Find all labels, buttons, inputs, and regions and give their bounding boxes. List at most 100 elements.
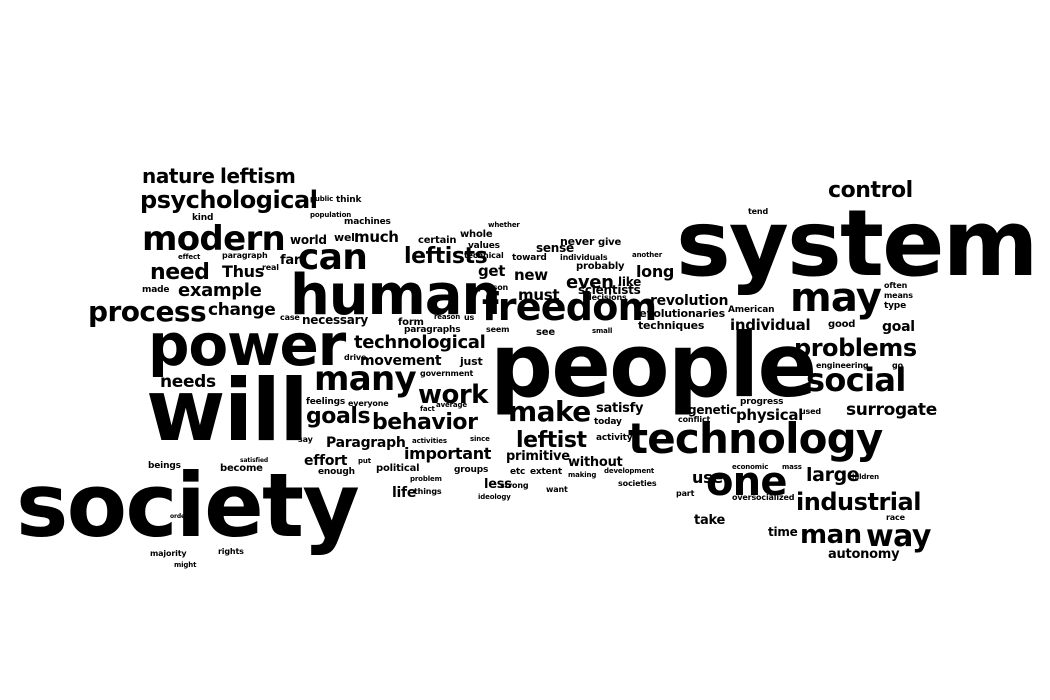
word-economic: economic: [732, 463, 769, 471]
word-way: way: [866, 519, 931, 554]
word-person: person: [478, 283, 509, 292]
word-kind: kind: [192, 213, 214, 223]
word-goals: goals: [306, 404, 371, 429]
word-Thus: Thus: [222, 262, 264, 281]
word-may: may: [790, 275, 882, 321]
word-average: average: [436, 401, 467, 409]
word-made: made: [142, 285, 170, 295]
word-satisfy: satisfy: [596, 401, 644, 416]
word-make: make: [508, 395, 591, 428]
word-control: control: [828, 178, 913, 203]
word-fact: fact: [420, 405, 435, 413]
word-means: means: [884, 291, 913, 300]
word-beings: beings: [148, 461, 181, 471]
word-never: never: [560, 235, 595, 248]
word-decisions: decisions: [586, 293, 627, 302]
word-individuals: individuals: [560, 253, 608, 262]
word-example: example: [178, 280, 262, 301]
word-activity: activity: [596, 433, 633, 443]
word-public: public: [310, 195, 334, 203]
word-Paragraph: Paragraph: [326, 435, 406, 451]
word-autonomy: autonomy: [828, 547, 900, 562]
word-system: system: [676, 190, 1039, 297]
word-whether: whether: [488, 221, 520, 229]
word-technical: technical: [464, 251, 504, 260]
word-get: get: [478, 262, 506, 280]
word-modern: modern: [142, 219, 286, 259]
word-strong: strong: [500, 481, 529, 490]
word-rights: rights: [218, 547, 244, 556]
word-leftist: leftist: [516, 428, 587, 453]
word-must: must: [518, 286, 560, 304]
word-problems: problems: [794, 334, 917, 362]
word-enough: enough: [318, 467, 355, 477]
word-physical: physical: [736, 406, 804, 424]
word-behavior: behavior: [372, 410, 478, 435]
word-reason: reason: [434, 313, 461, 321]
word-needs: needs: [160, 372, 216, 392]
word-genetic: genetic: [688, 403, 737, 417]
word-etc: etc: [510, 467, 526, 477]
word-technology: technology: [628, 414, 883, 463]
word-much: much: [354, 228, 399, 246]
word-probably: probably: [576, 261, 625, 272]
word-revolution: revolution: [650, 293, 729, 309]
word-type: type: [884, 301, 906, 311]
word-machines: machines: [344, 217, 391, 227]
word-process: process: [88, 295, 207, 328]
word-become: become: [220, 463, 263, 474]
word-human: human: [290, 263, 501, 328]
word-us: us: [464, 313, 475, 322]
word-good: good: [828, 319, 856, 330]
word-scientists: scientists: [578, 283, 641, 297]
word-social: social: [806, 361, 906, 399]
word-real: real: [262, 263, 279, 272]
word-development: development: [604, 467, 655, 475]
word-individual: individual: [730, 316, 811, 334]
word-primitive: primitive: [506, 449, 570, 464]
word-well: well: [334, 231, 359, 244]
word-oversocialized: oversocialized: [732, 493, 795, 502]
word-even: even: [566, 272, 614, 293]
word-without: without: [568, 455, 623, 470]
word-satisfied: satisfied: [240, 457, 269, 464]
word-power: power: [148, 311, 346, 379]
word-nature: nature: [142, 164, 215, 188]
word-political: political: [376, 463, 420, 474]
word-mass: mass: [782, 463, 802, 471]
word-industrial: industrial: [796, 488, 922, 516]
word-less: less: [484, 477, 512, 492]
word-goal: goal: [882, 319, 915, 335]
word-man: man: [800, 520, 862, 550]
word-see: see: [536, 327, 555, 338]
word-new: new: [514, 266, 548, 284]
word-majority: majority: [150, 549, 187, 558]
word-take: take: [694, 513, 726, 528]
word-paragraphs: paragraphs: [404, 325, 461, 335]
word-certain: certain: [418, 235, 457, 246]
word-think: think: [336, 195, 362, 205]
word-freedom: freedom: [482, 285, 657, 329]
word-necessary: necessary: [302, 313, 368, 327]
word-order: order: [170, 513, 188, 520]
word-technological: technological: [354, 332, 486, 353]
word-activities: activities: [412, 437, 447, 445]
word-techniques: techniques: [638, 319, 705, 332]
word-many: many: [314, 359, 417, 399]
word-another: another: [632, 251, 663, 259]
word-will: will: [146, 361, 309, 461]
word-things: things: [414, 487, 442, 496]
word-people: people: [490, 314, 817, 417]
word-government: government: [420, 369, 474, 378]
word-toward: toward: [512, 253, 547, 263]
word-go: go: [892, 361, 903, 370]
word-effect: effect: [178, 253, 201, 261]
word-effort: effort: [304, 453, 348, 469]
word-important: important: [404, 444, 492, 463]
word-everyone: everyone: [348, 399, 389, 408]
word-small: small: [592, 327, 613, 335]
word-often: often: [884, 281, 908, 290]
word-making: making: [568, 471, 597, 479]
word-groups: groups: [454, 465, 489, 475]
